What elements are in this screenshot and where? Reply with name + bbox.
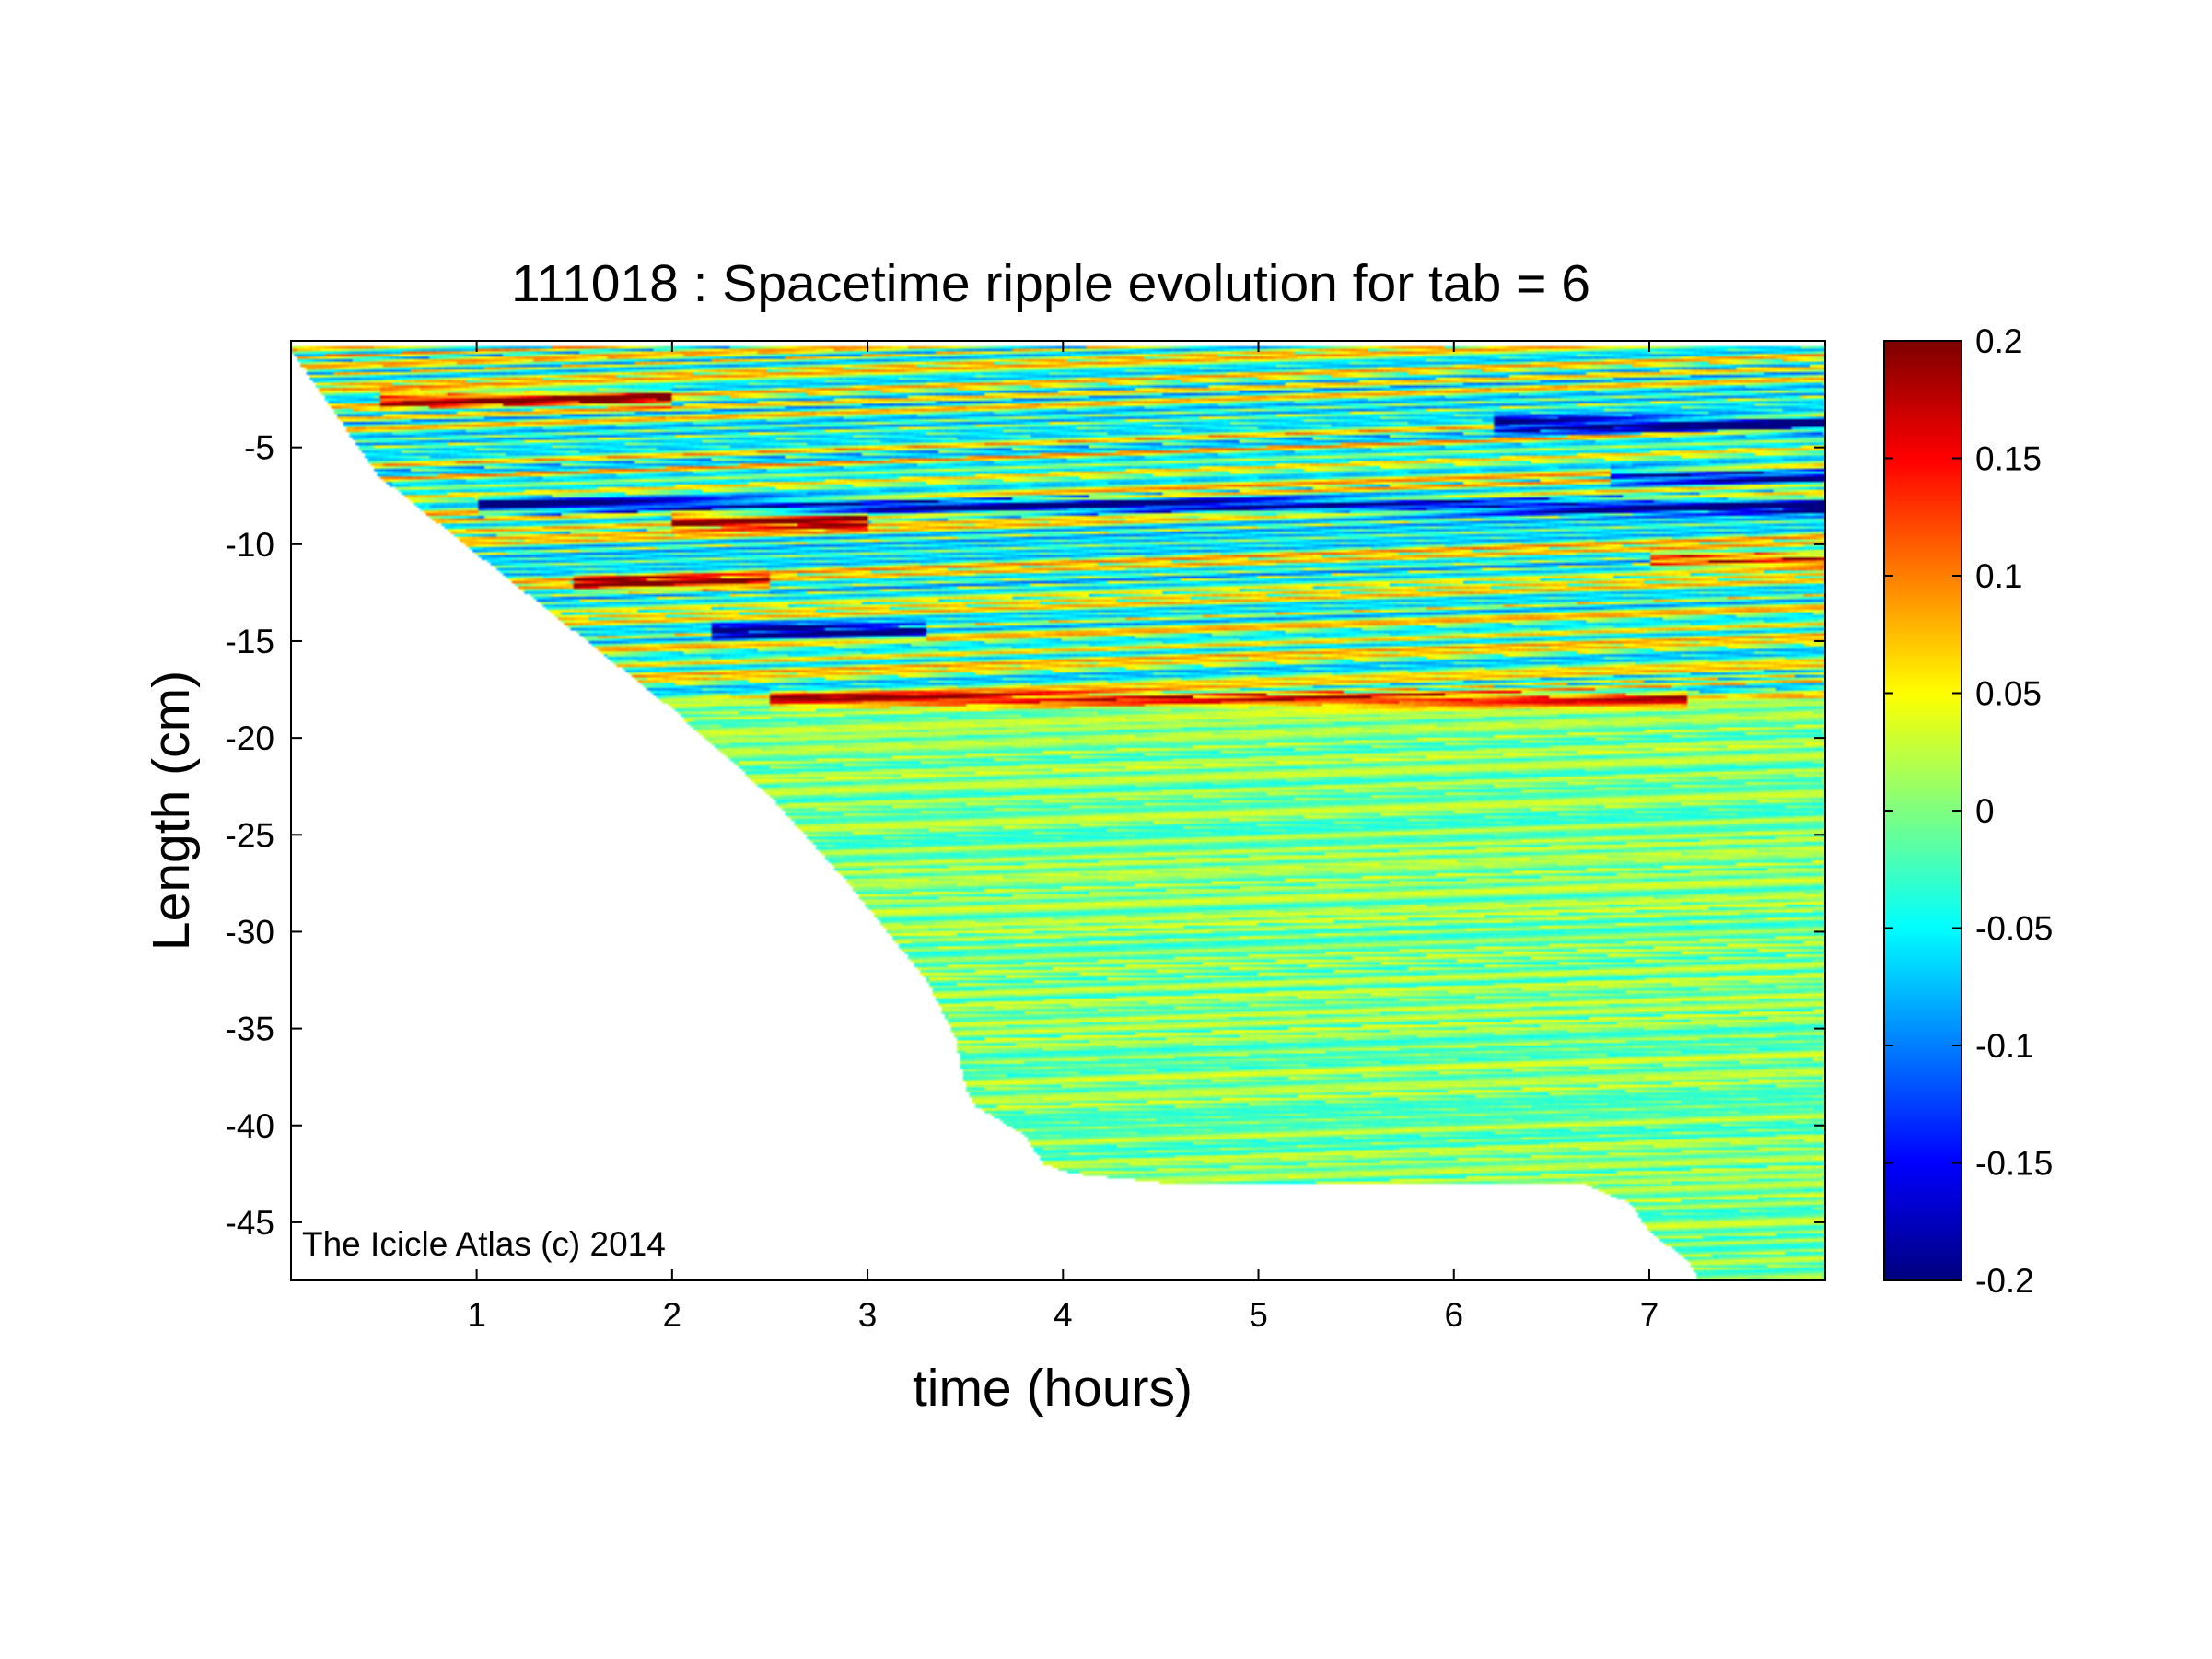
y-tick-label: -40 [226, 1107, 274, 1145]
colorbar-tick-label: 0.2 [1975, 322, 2022, 360]
colorbar-tick-label: 0.15 [1975, 440, 2042, 478]
x-tick-label: 4 [1054, 1296, 1073, 1334]
x-axis: 1 2 3 4 5 6 7 [467, 341, 1659, 1334]
y-axis: -5 -10 -15 -20 -25 -30 -35 -40 -45 [226, 429, 1825, 1242]
y-tick-label: -45 [226, 1204, 274, 1242]
x-tick-label: 6 [1444, 1296, 1463, 1334]
x-tick-label: 2 [663, 1296, 682, 1334]
watermark: The Icicle Atlas (c) 2014 [302, 1225, 666, 1263]
chart-title: 111018 : Spacetime ripple evolution for … [511, 254, 1590, 313]
x-tick-label: 7 [1640, 1296, 1659, 1334]
y-tick-label: -5 [244, 429, 274, 467]
colorbar-tick-label: -0.05 [1975, 910, 2053, 948]
x-axis-label: time (hours) [913, 1359, 1193, 1418]
colorbar-ticks: 0.2 0.15 0.1 0.05 0 -0.05 -0.1 -0.15 -0.2 [1884, 322, 2053, 1300]
x-tick-label: 5 [1249, 1296, 1268, 1334]
colorbar-tick-label: 0 [1975, 792, 1995, 830]
y-tick-label: -35 [226, 1011, 274, 1048]
colorbar-gradient [1884, 341, 1962, 1280]
colorbar-tick-label: -0.15 [1975, 1145, 2053, 1183]
colorbar: 0.2 0.15 0.1 0.05 0 -0.05 -0.1 -0.15 -0.2 [1883, 322, 2053, 1300]
y-tick-label: -10 [226, 526, 274, 564]
colorbar-tick-label: 0.1 [1975, 557, 2022, 595]
x-tick-label: 1 [467, 1296, 486, 1334]
y-tick-label: -15 [226, 623, 274, 660]
y-axis-label: Length (cm) [142, 671, 201, 951]
plot-frame [290, 340, 1826, 1281]
colorbar-tick-label: -0.2 [1975, 1262, 2034, 1300]
y-tick-label: -25 [226, 816, 274, 854]
y-tick-label: -20 [226, 719, 274, 757]
y-tick-label: -30 [226, 913, 274, 951]
colorbar-tick-label: -0.1 [1975, 1027, 2034, 1065]
heatmap-area [291, 341, 1825, 1280]
x-tick-label: 3 [858, 1296, 878, 1334]
heatmap-image [291, 341, 1825, 1280]
colorbar-tick-label: 0.05 [1975, 675, 2042, 713]
